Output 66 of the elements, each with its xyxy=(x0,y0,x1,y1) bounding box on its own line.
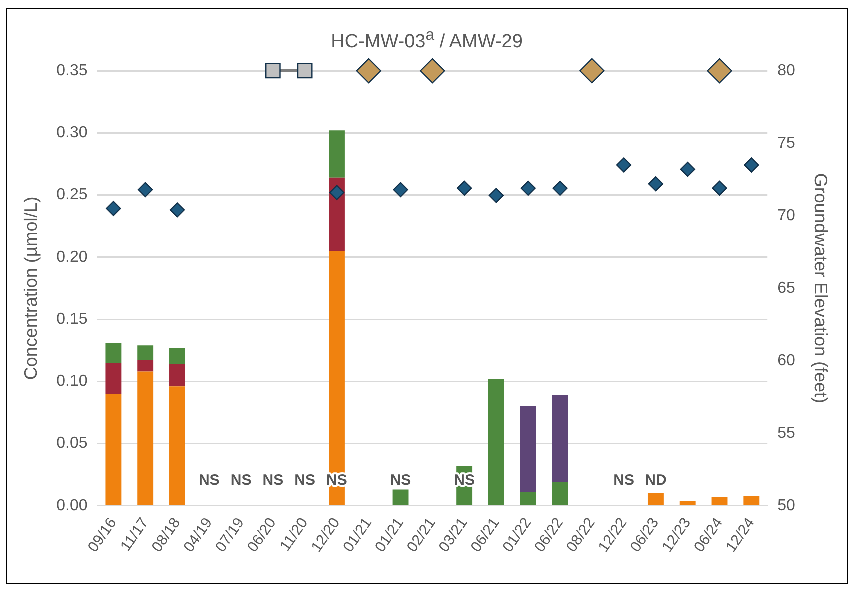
bar xyxy=(744,496,760,506)
y-axis-title: Concentration (µmol/L) xyxy=(20,196,41,380)
bar xyxy=(138,360,154,372)
point xyxy=(712,180,728,196)
text: NS xyxy=(198,472,220,490)
bar xyxy=(712,497,728,506)
y2-tick-label: 70 xyxy=(778,207,796,224)
text: NS xyxy=(390,472,412,490)
point xyxy=(138,182,154,198)
y2-tick-label: 55 xyxy=(778,424,796,442)
bar xyxy=(520,406,536,492)
point xyxy=(680,162,696,178)
y2-tick-label: 80 xyxy=(778,62,796,80)
bar xyxy=(170,348,186,364)
bar xyxy=(552,395,568,482)
point xyxy=(744,158,760,173)
bar xyxy=(329,130,345,178)
bar xyxy=(138,372,154,506)
point xyxy=(329,185,345,200)
point xyxy=(297,63,313,79)
bar xyxy=(680,500,696,506)
bar xyxy=(106,343,122,364)
bar xyxy=(106,394,122,506)
y-tick-label: 0.35 xyxy=(56,62,88,80)
y-tick-label: 0.10 xyxy=(56,373,88,390)
text: NS xyxy=(614,472,634,490)
bar xyxy=(170,364,186,387)
bar xyxy=(520,492,536,506)
bar xyxy=(392,490,409,506)
point xyxy=(552,180,568,196)
point xyxy=(707,58,732,84)
bar xyxy=(170,386,186,506)
point xyxy=(648,176,664,192)
point xyxy=(356,58,382,84)
y-tick-label: 0.00 xyxy=(56,497,88,514)
bar xyxy=(488,379,504,506)
y-tick-label: 0.05 xyxy=(56,435,88,452)
text: NS xyxy=(262,472,284,490)
y-tick-label: 0.30 xyxy=(56,124,88,142)
y2-axis-title: Groundwater Elevation (feet) xyxy=(811,173,832,404)
bar xyxy=(552,482,568,506)
y-tick-label: 0.20 xyxy=(56,248,88,266)
point xyxy=(616,158,632,173)
point xyxy=(580,58,605,84)
y-tick-label: 0.15 xyxy=(56,310,88,328)
bar xyxy=(138,346,154,361)
point xyxy=(420,58,446,84)
bar xyxy=(329,251,345,506)
bar xyxy=(106,363,122,394)
point xyxy=(520,180,536,196)
point xyxy=(456,180,472,196)
text: NS xyxy=(294,472,316,490)
data-label: ND xyxy=(645,472,667,490)
text: NS xyxy=(230,472,252,490)
point xyxy=(266,63,281,79)
point xyxy=(170,202,186,218)
point xyxy=(393,182,408,198)
y2-tick-label: 50 xyxy=(778,497,796,514)
chart-title: HC-MW-03$^{a}$ / AMW-29 xyxy=(330,27,524,54)
bar xyxy=(648,494,664,506)
point xyxy=(106,201,122,216)
y2-tick-label: 65 xyxy=(778,280,796,297)
y2-tick-label: 75 xyxy=(778,134,796,152)
y2-tick-label: 60 xyxy=(778,352,796,370)
point xyxy=(488,188,504,204)
y-tick-label: 0.25 xyxy=(56,186,88,204)
